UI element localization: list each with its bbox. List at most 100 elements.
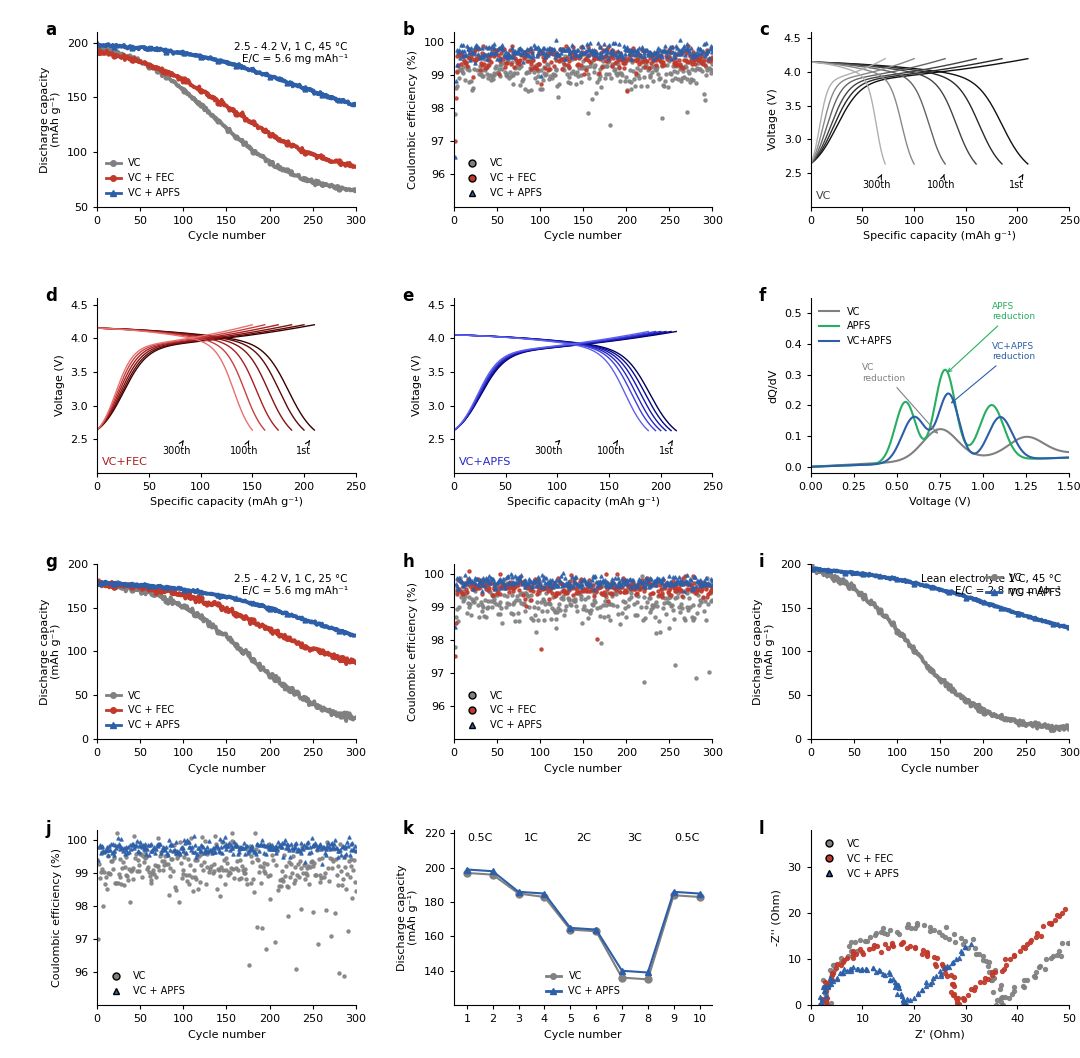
Point	[923, 973, 941, 990]
Point	[578, 577, 595, 594]
Point	[953, 943, 970, 960]
Point	[187, 837, 204, 854]
Point	[172, 855, 189, 872]
Point	[573, 581, 591, 598]
Point	[606, 576, 623, 592]
Point	[568, 569, 585, 586]
Point	[889, 924, 906, 941]
Point	[602, 612, 619, 628]
Point	[177, 867, 194, 883]
Point	[944, 955, 961, 972]
Point	[509, 588, 526, 605]
Point	[448, 48, 465, 65]
Point	[235, 864, 253, 881]
Point	[635, 52, 652, 69]
Point	[691, 41, 708, 58]
Point	[594, 596, 611, 613]
Point	[486, 581, 503, 598]
Point	[618, 68, 635, 85]
Point	[476, 59, 494, 76]
Point	[297, 864, 314, 881]
Point	[473, 583, 490, 600]
Point	[652, 572, 670, 589]
Point	[679, 62, 697, 79]
Point	[549, 78, 566, 95]
APFS	[1063, 451, 1076, 463]
Point	[491, 570, 509, 587]
Point	[929, 949, 946, 966]
Point	[558, 584, 576, 601]
Point	[483, 38, 500, 55]
Point	[471, 579, 488, 596]
Point	[519, 83, 537, 99]
Point	[662, 43, 679, 60]
Point	[658, 574, 675, 591]
Point	[946, 978, 963, 995]
Point	[499, 568, 516, 585]
Point	[577, 43, 594, 60]
Point	[225, 845, 242, 862]
Point	[508, 44, 525, 61]
Point	[490, 39, 508, 56]
Point	[593, 44, 610, 61]
Point	[585, 49, 603, 66]
Point	[558, 584, 576, 601]
Point	[613, 579, 631, 596]
Point	[617, 52, 634, 69]
Point	[262, 839, 280, 856]
Point	[116, 839, 133, 856]
Point	[188, 871, 205, 888]
Point	[129, 862, 146, 879]
Point	[462, 573, 480, 590]
Point	[163, 837, 180, 854]
Point	[642, 586, 659, 603]
Point	[563, 578, 580, 595]
Point	[689, 572, 706, 589]
Point	[927, 968, 944, 985]
Point	[667, 54, 685, 71]
Point	[943, 984, 960, 1001]
Point	[647, 594, 664, 610]
Point	[623, 585, 640, 602]
Point	[324, 860, 341, 877]
Point	[581, 571, 598, 588]
Point	[504, 67, 522, 84]
Point	[640, 43, 658, 60]
Point	[461, 40, 478, 57]
Point	[492, 599, 510, 616]
Point	[312, 870, 329, 887]
Point	[251, 842, 268, 859]
APFS	[850, 459, 863, 472]
Point	[549, 44, 566, 61]
Point	[551, 572, 568, 589]
Point	[561, 590, 578, 607]
Point	[607, 55, 624, 72]
Point	[699, 42, 716, 59]
X-axis label: Cycle number: Cycle number	[544, 764, 622, 773]
Point	[477, 39, 495, 56]
Point	[451, 569, 469, 586]
Point	[332, 836, 349, 853]
Point	[210, 840, 227, 857]
Point	[586, 57, 604, 74]
Point	[494, 61, 511, 78]
Point	[325, 839, 342, 856]
Point	[117, 859, 134, 876]
Point	[276, 832, 294, 849]
Point	[446, 149, 463, 166]
Point	[679, 37, 697, 54]
Point	[509, 576, 526, 592]
Point	[260, 840, 278, 857]
Point	[539, 47, 556, 63]
Point	[257, 845, 274, 862]
Point	[480, 70, 497, 87]
Point	[945, 975, 962, 992]
Point	[542, 610, 559, 627]
Point	[678, 576, 696, 592]
Point	[204, 864, 221, 881]
Point	[703, 49, 720, 66]
Point	[325, 840, 342, 857]
Point	[660, 620, 677, 637]
Point	[632, 573, 649, 590]
Point	[921, 923, 939, 940]
